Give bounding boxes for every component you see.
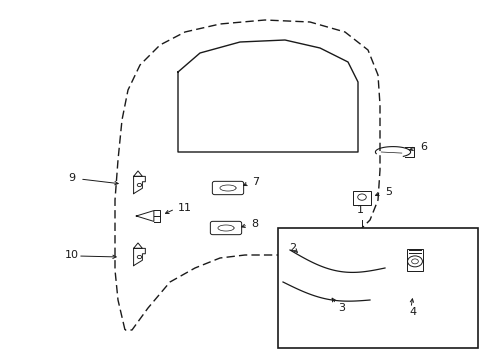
Text: 11: 11 xyxy=(178,203,192,213)
Text: 9: 9 xyxy=(68,173,75,183)
Bar xyxy=(278,228,477,348)
Bar xyxy=(353,191,370,205)
Polygon shape xyxy=(136,211,154,221)
Text: 10: 10 xyxy=(65,250,79,260)
Text: 7: 7 xyxy=(251,177,259,187)
Text: 1: 1 xyxy=(356,205,363,215)
Text: 6: 6 xyxy=(419,142,426,152)
Bar xyxy=(406,249,423,271)
Text: 3: 3 xyxy=(337,303,345,313)
Text: 4: 4 xyxy=(408,307,415,317)
Text: 2: 2 xyxy=(288,243,296,253)
Text: 8: 8 xyxy=(250,219,258,229)
Text: 5: 5 xyxy=(384,187,391,197)
